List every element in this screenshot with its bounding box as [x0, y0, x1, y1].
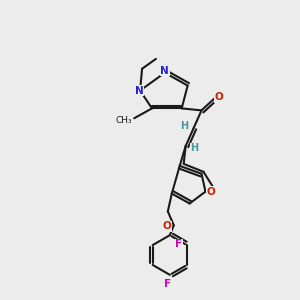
- Text: O: O: [206, 187, 215, 196]
- Text: F: F: [164, 279, 171, 289]
- Text: H: H: [181, 121, 189, 131]
- Text: CH₃: CH₃: [116, 116, 133, 125]
- Text: N: N: [160, 66, 169, 76]
- Text: N: N: [135, 85, 143, 96]
- Text: F: F: [176, 239, 183, 249]
- Text: O: O: [215, 92, 224, 103]
- Text: H: H: [190, 143, 199, 153]
- Text: O: O: [163, 221, 171, 231]
